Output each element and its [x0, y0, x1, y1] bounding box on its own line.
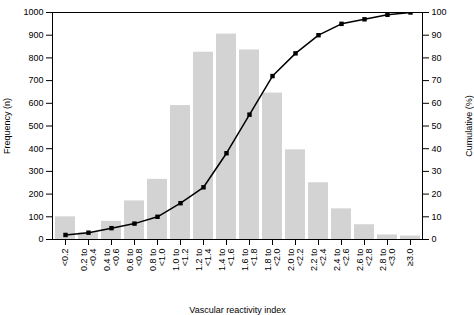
- svg-text:50: 50: [432, 121, 442, 131]
- svg-text:1.8 to<2.0: 1.8 to<2.0: [263, 249, 282, 272]
- svg-text:800: 800: [28, 53, 43, 63]
- svg-text:2.4 to<2.6: 2.4 to<2.6: [332, 249, 351, 272]
- svg-text:200: 200: [28, 189, 43, 199]
- svg-text:900: 900: [28, 30, 43, 40]
- svg-text:0.8 to<1.0: 0.8 to<1.0: [148, 249, 167, 272]
- svg-text:Cumulative (%): Cumulative (%): [464, 95, 474, 157]
- svg-text:600: 600: [28, 98, 43, 108]
- svg-text:<0.2: <0.2: [60, 249, 70, 267]
- svg-text:2.2 to<2.4: 2.2 to<2.4: [309, 249, 328, 272]
- svg-text:Vascular reactivity index: Vascular reactivity index: [189, 305, 286, 315]
- svg-text:0: 0: [432, 234, 437, 244]
- svg-text:2.6 to<2.8: 2.6 to<2.8: [355, 249, 374, 272]
- svg-text:1000: 1000: [23, 7, 43, 17]
- svg-text:700: 700: [28, 75, 43, 85]
- svg-text:100: 100: [28, 212, 43, 222]
- svg-text:2.0 to<2.2: 2.0 to<2.2: [286, 249, 305, 272]
- svg-text:30: 30: [432, 166, 442, 176]
- svg-text:80: 80: [432, 53, 442, 63]
- svg-text:0.6 to<0.8: 0.6 to<0.8: [125, 249, 144, 272]
- svg-text:20: 20: [432, 189, 442, 199]
- svg-text:400: 400: [28, 144, 43, 154]
- svg-text:60: 60: [432, 98, 442, 108]
- svg-text:500: 500: [28, 121, 43, 131]
- svg-text:0.4 to<0.6: 0.4 to<0.6: [102, 249, 121, 272]
- svg-text:0.2 to<0.4: 0.2 to<0.4: [79, 249, 98, 272]
- svg-text:1.0 to<1.2: 1.0 to<1.2: [171, 249, 190, 272]
- svg-text:2.8 to<3.0: 2.8 to<3.0: [378, 249, 397, 272]
- svg-text:70: 70: [432, 75, 442, 85]
- svg-text:1.6 to<1.8: 1.6 to<1.8: [240, 249, 259, 272]
- svg-text:1.2 to<1.4: 1.2 to<1.4: [194, 249, 213, 272]
- svg-text:≥3.0: ≥3.0: [405, 249, 415, 266]
- svg-text:300: 300: [28, 166, 43, 176]
- svg-text:40: 40: [432, 144, 442, 154]
- svg-text:100: 100: [432, 7, 447, 17]
- svg-text:Frequency (n): Frequency (n): [2, 98, 12, 154]
- svg-text:10: 10: [432, 212, 442, 222]
- svg-text:90: 90: [432, 30, 442, 40]
- svg-text:0: 0: [38, 234, 43, 244]
- svg-text:1.4 to<1.6: 1.4 to<1.6: [217, 249, 236, 272]
